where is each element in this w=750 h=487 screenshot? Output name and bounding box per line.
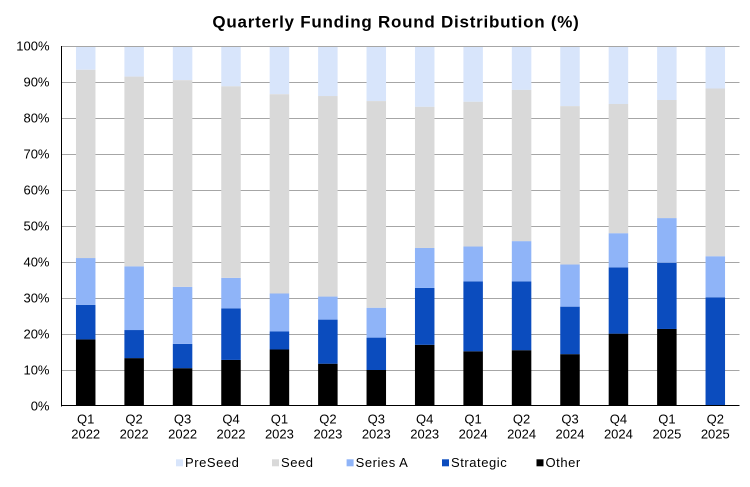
svg-text:2023: 2023 [410, 427, 439, 442]
svg-text:2022: 2022 [168, 427, 197, 442]
svg-text:Q3: Q3 [174, 412, 191, 427]
svg-text:Strategic: Strategic [451, 455, 507, 470]
svg-text:2023: 2023 [265, 427, 294, 442]
svg-text:2022: 2022 [217, 427, 246, 442]
svg-text:Q4: Q4 [416, 412, 433, 427]
svg-text:2023: 2023 [313, 427, 342, 442]
svg-text:2023: 2023 [362, 427, 391, 442]
svg-text:2022: 2022 [71, 427, 100, 442]
svg-text:Series A: Series A [356, 455, 409, 470]
svg-text:20%: 20% [23, 327, 49, 342]
svg-text:Quarterly Funding Round Distri: Quarterly Funding Round Distribution (%) [212, 13, 579, 32]
svg-text:2022: 2022 [120, 427, 149, 442]
svg-text:40%: 40% [23, 255, 49, 270]
svg-text:Q3: Q3 [368, 412, 385, 427]
svg-text:Q4: Q4 [610, 412, 627, 427]
svg-text:Seed: Seed [281, 455, 314, 470]
svg-text:2025: 2025 [652, 427, 681, 442]
svg-text:2024: 2024 [459, 427, 488, 442]
svg-text:Q2: Q2 [513, 412, 530, 427]
svg-text:70%: 70% [23, 147, 49, 162]
svg-text:90%: 90% [23, 75, 49, 90]
svg-text:Q2: Q2 [319, 412, 336, 427]
svg-text:2024: 2024 [507, 427, 536, 442]
svg-text:Q4: Q4 [222, 412, 239, 427]
svg-text:2024: 2024 [604, 427, 633, 442]
svg-text:Q1: Q1 [271, 412, 288, 427]
svg-text:0%: 0% [31, 399, 50, 414]
svg-text:Q2: Q2 [707, 412, 724, 427]
svg-text:Q1: Q1 [77, 412, 94, 427]
svg-text:PreSeed: PreSeed [185, 455, 239, 470]
svg-text:80%: 80% [23, 111, 49, 126]
svg-text:2024: 2024 [556, 427, 585, 442]
svg-text:Q2: Q2 [125, 412, 142, 427]
svg-text:50%: 50% [23, 219, 49, 234]
svg-text:10%: 10% [23, 363, 49, 378]
svg-text:60%: 60% [23, 183, 49, 198]
svg-text:Other: Other [546, 455, 581, 470]
svg-text:2025: 2025 [701, 427, 730, 442]
svg-text:Q3: Q3 [561, 412, 578, 427]
svg-text:100%: 100% [16, 39, 50, 54]
svg-text:Q1: Q1 [464, 412, 481, 427]
svg-text:Q1: Q1 [658, 412, 675, 427]
svg-text:30%: 30% [23, 291, 49, 306]
